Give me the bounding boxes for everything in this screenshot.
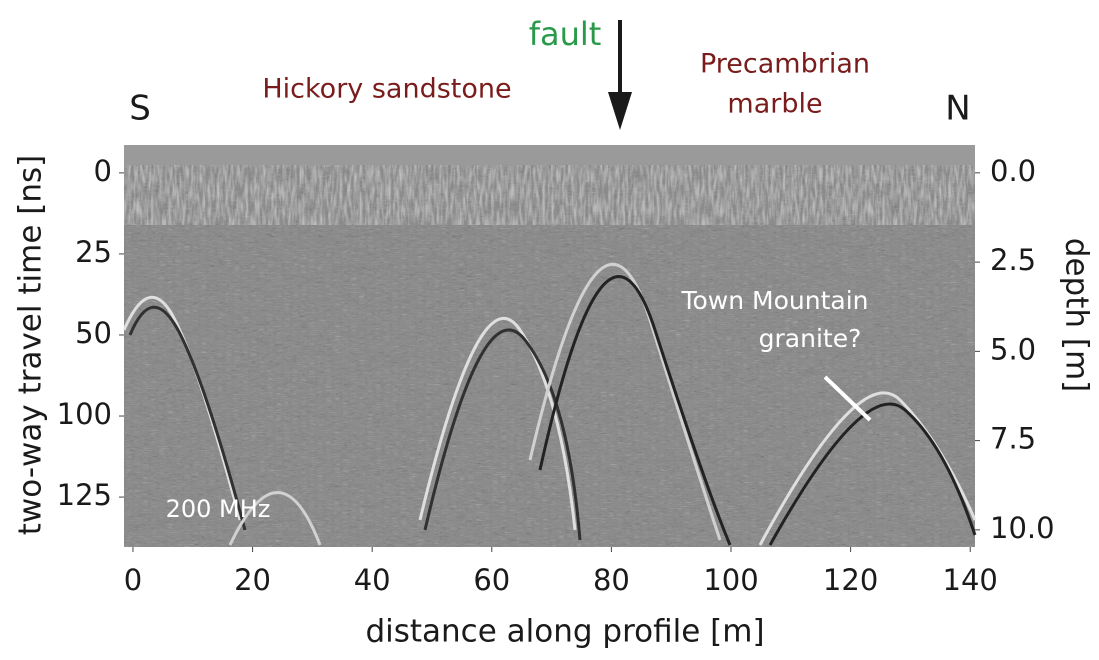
fault-arrowhead	[608, 92, 632, 130]
y2-tick-label: 7.5	[990, 422, 1036, 456]
annotation: N	[945, 89, 970, 129]
y2-tick-label: 2.5	[990, 243, 1036, 277]
annotation: 200 MHz	[166, 495, 271, 523]
x-tick-label: 100	[703, 563, 758, 597]
x-tick-label: 140	[943, 563, 998, 597]
x-tick-label: 80	[593, 563, 630, 597]
y-tick-label: 25	[75, 235, 112, 269]
pointer-line	[823, 375, 872, 422]
annotation: marble	[727, 89, 822, 120]
annotation: Hickory sandstone	[262, 74, 511, 105]
x-axis-label: distance along profile [m]	[365, 614, 764, 650]
annotation: S	[129, 89, 151, 129]
y-tick-label: 100	[57, 397, 112, 431]
x-tick-label: 60	[473, 563, 510, 597]
x-tick-label: 20	[234, 563, 271, 597]
y2-tick-label: 10.0	[990, 511, 1055, 545]
y-axis-label: two-way travel time [ns]	[13, 155, 49, 535]
radargram	[122, 145, 977, 547]
y2-axis-label: depth [m]	[1059, 238, 1095, 392]
y-tick-label: 50	[75, 316, 112, 350]
x-tick-label: 0	[124, 563, 142, 597]
annotation: granite?	[759, 324, 862, 353]
y-tick-label: 125	[57, 478, 112, 512]
annotation: Town Mountain	[680, 286, 868, 315]
y2-tick-label: 5.0	[990, 332, 1036, 366]
y2-tick-label: 0.0	[990, 154, 1036, 188]
x-tick-label: 120	[823, 563, 878, 597]
annotation: Precambrian	[700, 49, 870, 80]
y-tick-label: 0	[94, 154, 112, 188]
annotation: fault	[529, 15, 602, 53]
x-tick-label: 40	[354, 563, 391, 597]
